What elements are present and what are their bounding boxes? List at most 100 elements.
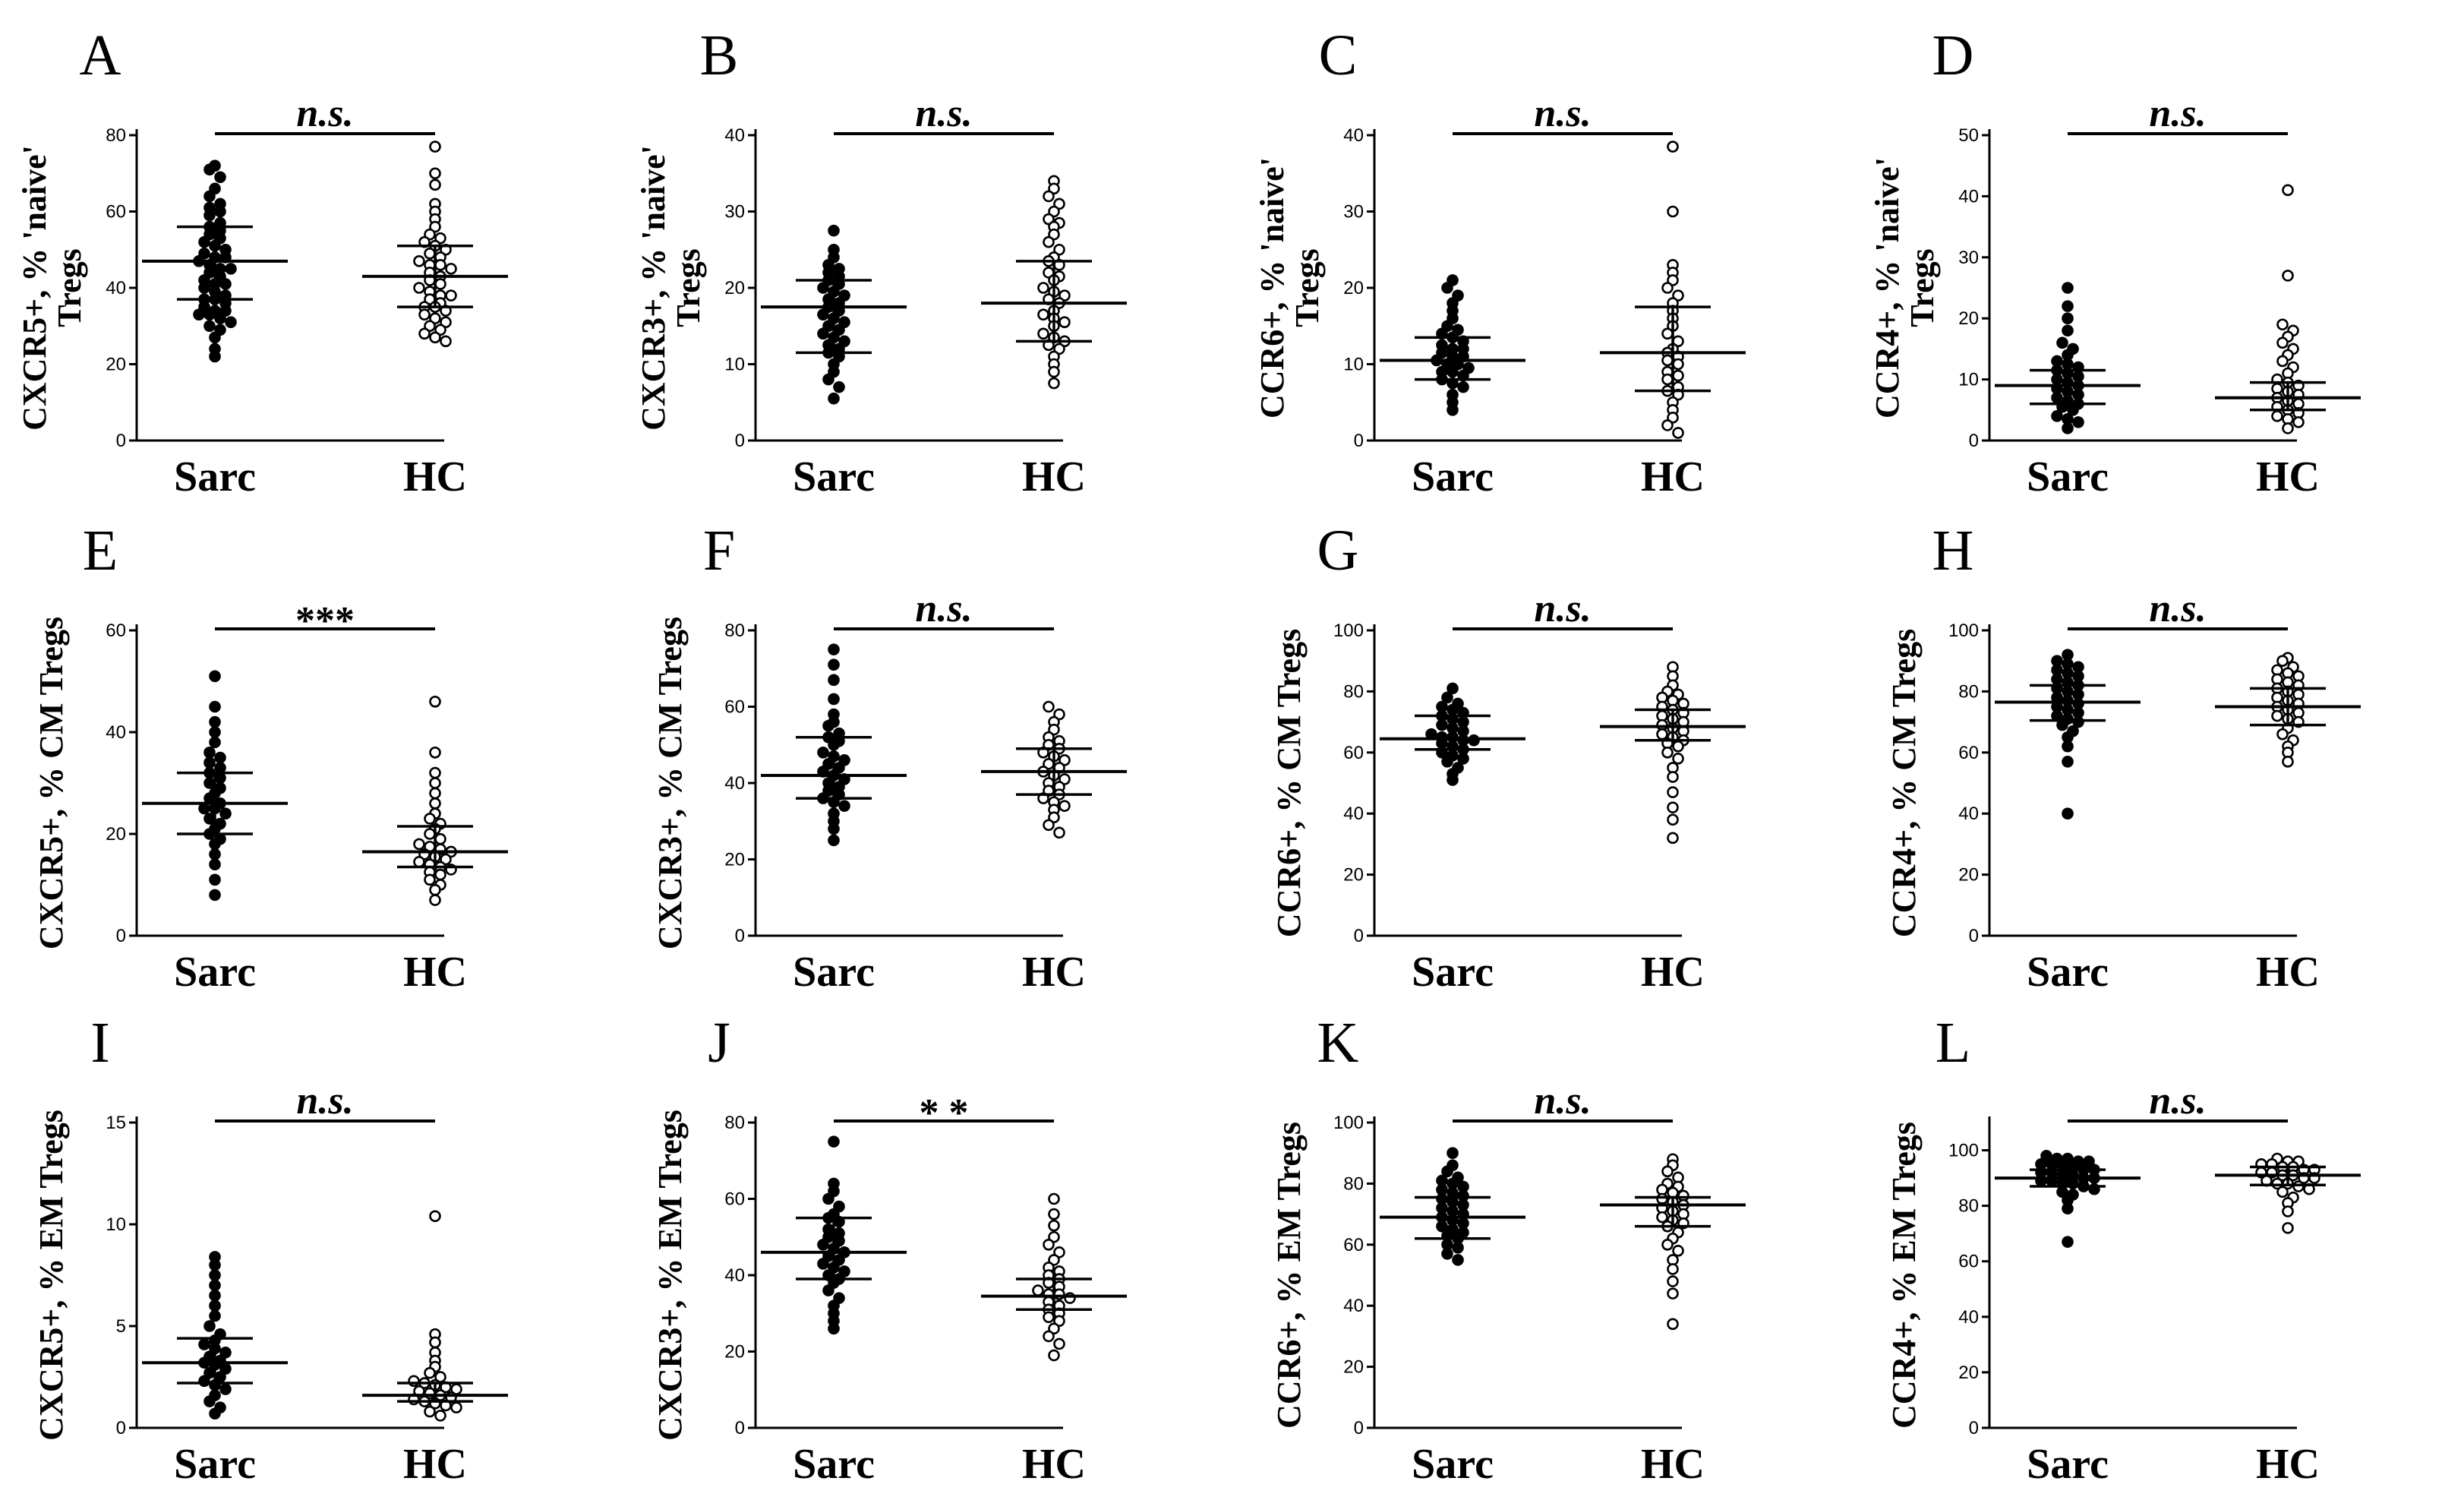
data-point-hc (2276, 355, 2289, 368)
panel-label: F (703, 519, 735, 583)
x-category-label: HC (1022, 1441, 1086, 1488)
data-point-hc (1064, 1292, 1076, 1304)
data-point-sarc (817, 327, 829, 340)
x-category-label: Sarc (793, 949, 875, 996)
panel-F: F CXCR3+, % CM Tregs 0 20 40 60 80 Sarc HC n.s. (651, 519, 1127, 996)
data-point-hc (413, 255, 425, 267)
data-point-hc (1667, 1318, 1679, 1331)
significance-label: n.s. (2149, 587, 2206, 630)
panel-label: B (700, 24, 739, 87)
data-point-sarc (203, 746, 216, 759)
data-point-hc (1672, 369, 1684, 382)
data-point-hc (429, 746, 441, 759)
data-point-sarc (203, 777, 216, 789)
y-tick-label: 50 (1958, 125, 1979, 146)
data-point-hc (1656, 1211, 1668, 1224)
data-point-hc (2282, 1205, 2294, 1217)
data-point-sarc (209, 331, 221, 344)
panel-I: I CXCR5+, % EM Tregs 0 5 10 15 Sarc HC n.s. (33, 1011, 508, 1488)
data-point-sarc (203, 792, 216, 804)
y-tick-label: 80 (724, 621, 745, 641)
x-category-label: Sarc (1412, 1441, 1494, 1488)
data-point-sarc (822, 719, 834, 732)
y-tick-label: 10 (724, 355, 745, 375)
data-point-sarc (214, 312, 226, 325)
data-point-sarc (209, 873, 221, 886)
data-point-hc (424, 247, 436, 260)
data-point-sarc (2067, 403, 2079, 416)
y-tick-label: 0 (735, 431, 745, 451)
y-tick-label: 40 (1958, 804, 1979, 824)
data-point-sarc (198, 1338, 210, 1350)
y-axis-label: CCR6+, % EM Tregs (1270, 1122, 1308, 1429)
data-point-hc (2282, 1222, 2294, 1234)
data-point-hc (434, 259, 446, 271)
data-point-hc (2276, 1186, 2289, 1198)
data-point-sarc (2072, 715, 2084, 728)
data-point-sarc (219, 807, 232, 819)
data-point-sarc (828, 693, 840, 706)
data-point-hc (1667, 786, 1679, 798)
y-tick-label: 20 (1343, 278, 1364, 298)
data-point-sarc (828, 1135, 840, 1148)
data-point-hc (429, 695, 441, 708)
y-axis-label: CCR6+, % 'naive'Tregs (1254, 157, 1326, 418)
data-point-sarc (1468, 734, 1480, 747)
data-point-hc (1667, 1263, 1679, 1275)
panel-J: J CXCR3+, % EM Tregs 0 20 40 60 80 Sarc HC * * (651, 1011, 1127, 1488)
data-point-hc (1048, 1349, 1060, 1362)
data-point-sarc (817, 746, 829, 759)
y-tick-label: 20 (1343, 1357, 1364, 1378)
data-point-sarc (198, 235, 210, 248)
data-point-hc (1661, 419, 1674, 431)
data-point-hc (1661, 354, 1674, 367)
data-point-hc (1661, 327, 1674, 340)
data-point-hc (1048, 365, 1060, 378)
data-point-hc (2276, 336, 2289, 349)
significance-label: n.s. (2149, 92, 2206, 135)
data-point-sarc (214, 171, 226, 184)
panel-label: I (90, 1011, 109, 1075)
data-point-sarc (2062, 282, 2074, 294)
data-point-hc (1667, 801, 1679, 813)
data-point-sarc (1447, 682, 1459, 695)
data-point-sarc (209, 670, 221, 683)
data-point-sarc (225, 263, 237, 275)
x-category-label: Sarc (174, 453, 256, 501)
y-tick-label: 10 (1958, 370, 1979, 390)
x-category-label: HC (403, 453, 467, 501)
x-category-label: Sarc (2027, 453, 2109, 501)
data-point-hc (1037, 308, 1049, 321)
data-point-hc (1672, 753, 1684, 765)
y-tick-label: 20 (1958, 1363, 1979, 1383)
data-point-sarc (1452, 1254, 1464, 1266)
panel-label: L (1936, 1011, 1970, 1075)
panel-label: A (80, 24, 121, 87)
data-point-hc (1058, 316, 1071, 329)
data-point-sarc (2083, 1155, 2095, 1167)
x-category-label: Sarc (174, 949, 256, 996)
data-point-hc (1672, 1245, 1684, 1257)
data-point-hc (450, 1401, 462, 1413)
data-point-sarc (2062, 324, 2074, 337)
data-point-hc (1043, 1330, 1055, 1343)
panel-L: L CCR4+, % EM Tregs 0 20 40 60 80 100 Sarc HC n.s. (1885, 1011, 2361, 1488)
data-point-hc (1667, 771, 1679, 783)
y-tick-label: 60 (1343, 743, 1364, 763)
data-point-sarc (1457, 381, 1469, 393)
data-point-hc (434, 278, 446, 290)
data-point-sarc (209, 1258, 221, 1271)
data-point-sarc (828, 392, 840, 405)
x-category-label: HC (1641, 453, 1705, 501)
data-point-hc (2276, 318, 2289, 331)
y-tick-label: 40 (724, 773, 745, 794)
y-tick-label: 80 (106, 125, 126, 146)
data-point-hc (413, 856, 425, 868)
y-tick-label: 0 (1969, 926, 1979, 946)
significance-label: n.s. (1534, 92, 1591, 135)
data-point-sarc (209, 1279, 221, 1292)
data-point-hc (1667, 1287, 1679, 1299)
panel-B: B CXCR3+, % 'naive'Tregs 0 10 20 30 40 Sarc HC n.… (635, 24, 1127, 501)
data-point-sarc (828, 674, 840, 687)
data-point-hc (434, 832, 446, 845)
